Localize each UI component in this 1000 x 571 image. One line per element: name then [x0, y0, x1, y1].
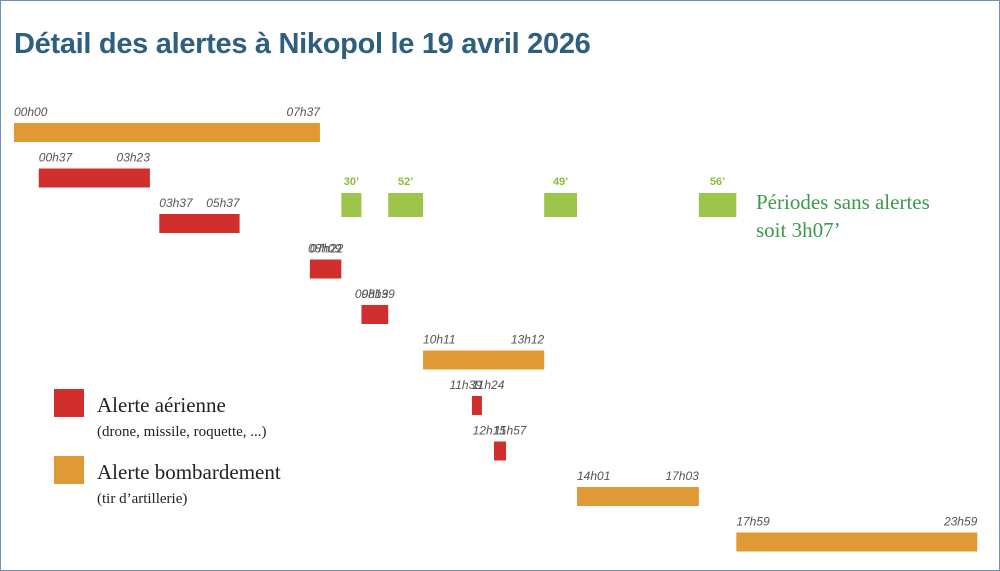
- end-time-label: 23h59: [943, 515, 978, 529]
- end-time-label: 13h12: [511, 333, 545, 347]
- end-time-label: 12h15: [473, 424, 507, 438]
- gap-bar: [544, 193, 578, 217]
- legend-label-shelling: Alerte bombardement: [97, 460, 281, 484]
- start-time-label: 00h00: [14, 105, 48, 119]
- alert-bar: [471, 396, 482, 415]
- chart-title: Détail des alertes à Nikopol le 19 avril…: [14, 28, 591, 60]
- end-time-label: 11h39: [449, 378, 482, 392]
- alert-bar: [159, 214, 240, 233]
- gap-bar: [341, 193, 362, 217]
- end-time-label: 09h19: [355, 287, 389, 301]
- start-time-label: 10h11: [423, 333, 455, 347]
- end-time-label: 08h09: [308, 242, 342, 256]
- end-time-label: 05h37: [206, 196, 241, 210]
- start-time-label: 03h37: [159, 196, 194, 210]
- alert-bar: [361, 305, 389, 324]
- gap-duration-label: 49’: [553, 176, 568, 188]
- alert-bar: [309, 259, 342, 279]
- gap-duration-label: 56’: [710, 176, 725, 188]
- gap-duration-label: 30’: [344, 176, 359, 188]
- gap-note: Périodes sans alertes soit 3h07’: [756, 188, 930, 244]
- alert-bar: [577, 487, 699, 506]
- alert-bar: [423, 350, 545, 370]
- gap-note-line2: soit 3h07’: [756, 218, 841, 242]
- legend-detail-shelling: (tir d’artillerie): [97, 491, 188, 507]
- gap-duration-label: 52’: [398, 176, 413, 188]
- legend-swatch-shelling: [54, 456, 84, 484]
- gap-bar: [698, 193, 737, 217]
- start-time-label: 11h24: [472, 378, 505, 392]
- alert-bar: [493, 441, 507, 461]
- gap-note-line1: Périodes sans alertes: [756, 190, 930, 214]
- start-time-label: 14h01: [577, 469, 610, 483]
- start-time-label: 00h37: [39, 151, 74, 165]
- alert-bar: [14, 123, 320, 142]
- start-time-label: 17h59: [736, 515, 770, 529]
- end-time-label: 07h37: [287, 105, 322, 119]
- alert-bar: [38, 168, 150, 188]
- gap-bar: [388, 193, 424, 217]
- legend-label-air: Alerte aérienne: [97, 393, 226, 417]
- alert-bar: [736, 532, 978, 552]
- start-time-label: 08h39: [361, 287, 395, 301]
- end-time-label: 17h03: [665, 469, 699, 483]
- legend-swatch-air: [54, 389, 84, 417]
- start-time-label: 11h57: [494, 424, 528, 438]
- end-time-label: 03h23: [117, 151, 151, 165]
- legend-detail-air: (drone, missile, roquette, ...): [97, 424, 267, 440]
- start-time-label: 07h22: [310, 242, 344, 256]
